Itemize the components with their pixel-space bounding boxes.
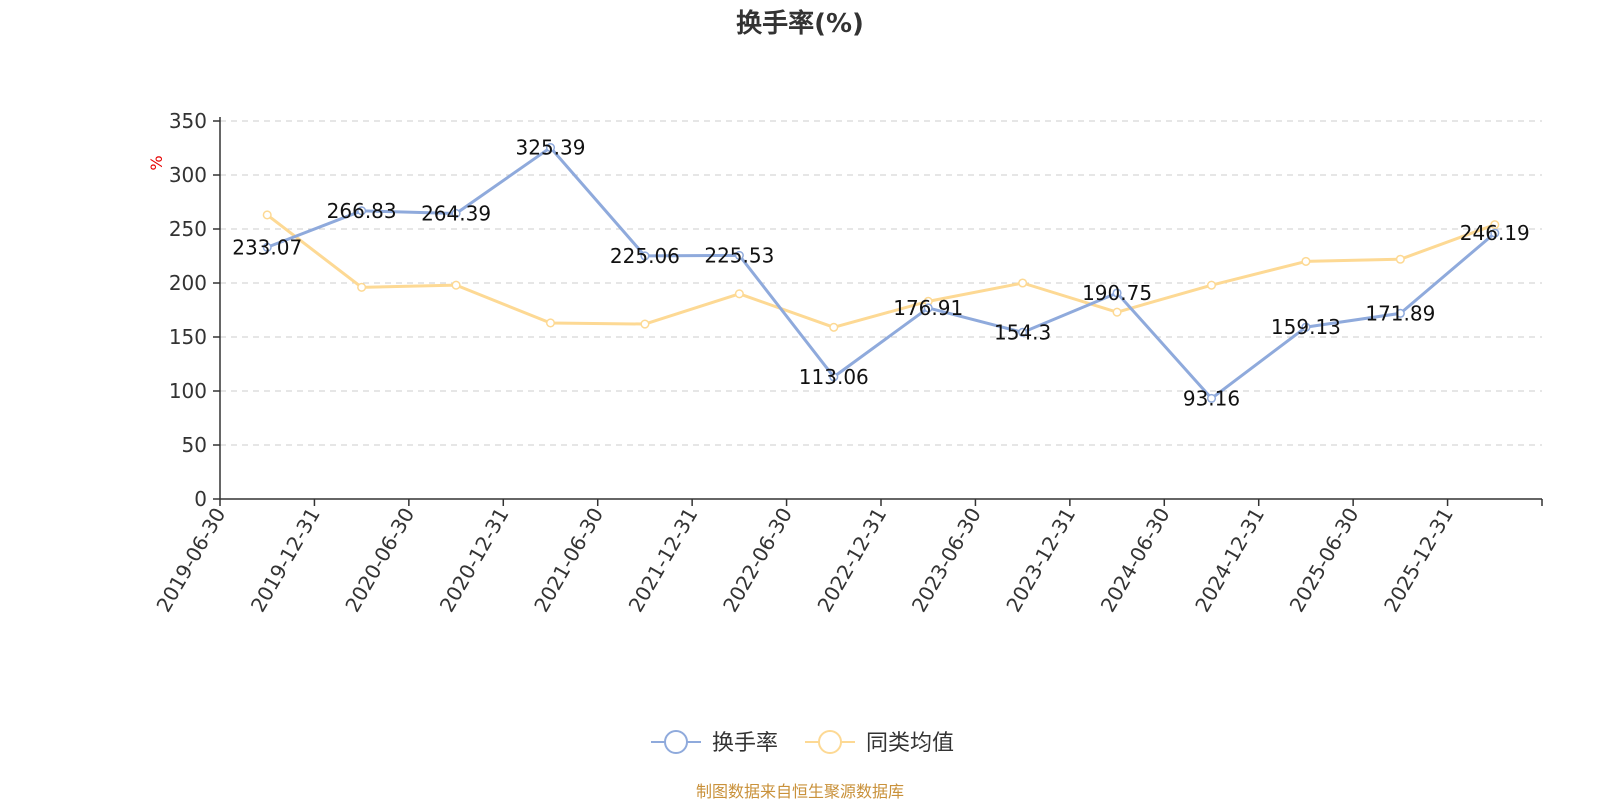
data-label: 246.19 (1460, 221, 1530, 245)
series-0-point (1490, 228, 1500, 238)
series-1-point (1395, 254, 1405, 264)
x-tick-label: 2020-12-31 (435, 504, 514, 617)
x-tick-label: 2025-06-30 (1285, 504, 1364, 617)
y-axis-unit-label: % (147, 155, 166, 170)
legend-marker (664, 730, 688, 754)
series-0-point (829, 372, 839, 382)
chart-title: 换手率(%) (736, 8, 864, 39)
data-label: 176.91 (893, 296, 963, 320)
series-1-point (451, 280, 461, 290)
data-label: 113.06 (799, 365, 869, 389)
y-tick-label: 150 (169, 325, 207, 349)
x-tick-label: 2024-12-31 (1190, 504, 1269, 617)
series-1-point (545, 318, 556, 328)
source-note: 制图数据来自恒生聚源数据库 (696, 782, 904, 800)
series-0-point (1112, 288, 1122, 298)
data-label: 266.83 (327, 199, 397, 223)
y-tick-label: 250 (169, 217, 207, 241)
legend-item-0[interactable]: 换手率 (651, 730, 778, 756)
x-tick-label: 2020-06-30 (340, 504, 419, 617)
series-1-point (829, 322, 839, 332)
series-0-point (640, 251, 650, 261)
series-1-point (1112, 307, 1122, 317)
data-label: 325.39 (516, 136, 586, 160)
legend-item-1[interactable]: 同类均值 (805, 730, 954, 756)
y-tick-label: 100 (169, 379, 207, 403)
legend[interactable]: 换手率 同类均值 (651, 730, 954, 756)
data-label: 233.07 (232, 235, 302, 259)
legend-label: 同类均值 (866, 731, 954, 756)
x-tick-label: 2019-12-31 (246, 504, 325, 617)
data-label: 171.89 (1365, 301, 1435, 325)
series-1-point (1301, 256, 1311, 266)
x-tick-label: 2022-12-31 (812, 504, 891, 617)
series-1-point (262, 210, 272, 220)
x-tick-label: 2023-06-30 (907, 504, 986, 617)
legend-label: 换手率 (712, 731, 778, 756)
series-0-point (357, 206, 367, 216)
x-tick-label: 2022-06-30 (718, 504, 797, 617)
data-label: 190.75 (1082, 281, 1152, 305)
series-1-point (640, 319, 650, 329)
y-tick-label: 50 (182, 433, 207, 457)
x-tick-label: 2021-12-31 (624, 504, 703, 617)
x-tick-label: 2019-06-30 (151, 504, 230, 617)
series-1-point (1490, 220, 1500, 230)
series-1-point (357, 282, 367, 292)
data-label: 93.16 (1183, 386, 1240, 410)
series-1-point (734, 289, 744, 299)
series-1-point (1206, 280, 1217, 290)
x-tick-label: 2021-06-30 (529, 504, 608, 617)
series-1-point (1018, 278, 1028, 288)
series-line-0 (265, 146, 1497, 400)
y-tick-label: 300 (169, 163, 207, 187)
series-0-point (451, 208, 461, 219)
y-tick-label: 0 (194, 487, 207, 511)
data-label: 159.13 (1271, 315, 1341, 339)
series-0-point (545, 143, 556, 153)
series-0-point (923, 303, 933, 313)
data-label: 225.53 (704, 243, 774, 267)
series-0-point (1301, 322, 1311, 332)
series-0-point (262, 242, 272, 252)
data-label: 154.3 (994, 320, 1051, 344)
series-lines (262, 143, 1500, 403)
x-tick-label: 2024-06-30 (1096, 504, 1175, 617)
x-tick-label: 2025-12-31 (1379, 504, 1458, 617)
grid-lines (220, 120, 1542, 446)
data-label: 264.39 (421, 201, 491, 225)
y-tick-label: 200 (169, 271, 207, 295)
data-label: 225.06 (610, 244, 680, 268)
series-line-1 (265, 213, 1497, 329)
y-tick-label: 350 (169, 109, 207, 133)
series-0-point (734, 250, 744, 260)
series-0-point (1206, 393, 1217, 403)
series-0-point (1395, 308, 1405, 318)
x-tick-label: 2023-12-31 (1001, 504, 1080, 617)
legend-marker (818, 730, 842, 754)
data-labels: 233.07 266.83 264.39 325.39 225.06 225.53 113.… (232, 136, 1530, 411)
series-0-point (1018, 327, 1028, 337)
axes: 0 50 100 150 200 250 300 350 2019-06-30 2019-12-3… (151, 109, 1543, 617)
